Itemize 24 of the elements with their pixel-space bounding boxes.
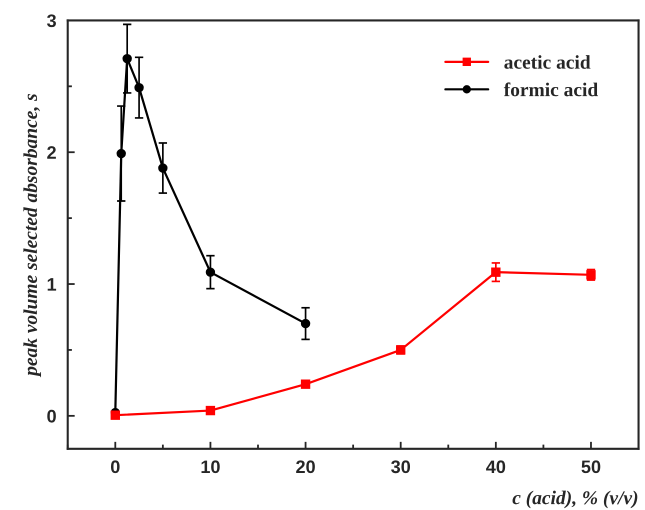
point bbox=[206, 267, 216, 277]
point bbox=[110, 410, 120, 420]
x-tick-label: 50 bbox=[581, 460, 600, 474]
legend-label: acetic acid bbox=[504, 55, 590, 69]
y-tick-label: 1 bbox=[48, 278, 56, 291]
y-tick-label: 2 bbox=[47, 146, 56, 159]
x-axis-title: c (acid), % (v/v) bbox=[512, 490, 638, 508]
x-tick-label: 0 bbox=[110, 460, 120, 474]
point bbox=[491, 267, 501, 277]
point bbox=[158, 163, 168, 173]
point bbox=[206, 406, 216, 416]
x-tick-label: 40 bbox=[486, 460, 506, 474]
y-axis-title: peak volume selected absorbance, s bbox=[23, 94, 42, 378]
legend-label: formic acid bbox=[504, 82, 598, 96]
x-tick-label: 20 bbox=[296, 460, 315, 474]
x-tick-label: 10 bbox=[202, 460, 220, 474]
y-tick-label: 3 bbox=[46, 14, 56, 28]
point bbox=[116, 148, 126, 158]
point bbox=[122, 54, 132, 64]
x-tick-label: 30 bbox=[391, 460, 410, 474]
point bbox=[134, 82, 144, 92]
point bbox=[300, 380, 310, 389]
point bbox=[300, 318, 310, 328]
y-tick-label: 0 bbox=[47, 410, 56, 423]
